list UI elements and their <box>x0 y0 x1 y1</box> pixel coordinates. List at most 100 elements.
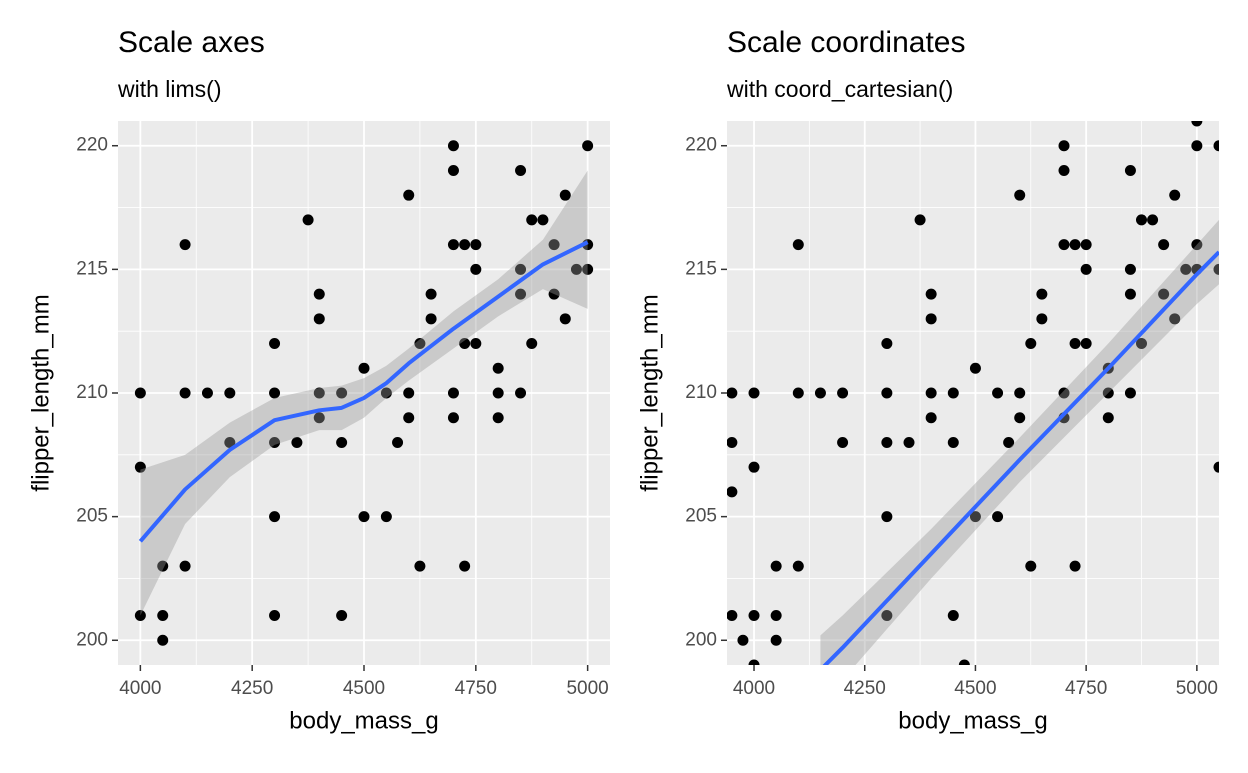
point <box>881 338 893 350</box>
point <box>1058 140 1070 152</box>
point <box>269 610 281 622</box>
data-layer <box>134 140 594 646</box>
point <box>925 288 937 300</box>
chart-title: Scale axes <box>118 26 265 59</box>
point <box>380 511 392 523</box>
point <box>1014 189 1026 201</box>
y-axis-label: flipper_length_mm <box>27 294 54 491</box>
point <box>470 239 482 251</box>
point <box>201 387 213 399</box>
point <box>727 387 738 399</box>
x-axis-label: body_mass_g <box>289 707 438 734</box>
point <box>947 387 959 399</box>
point <box>881 436 893 448</box>
point <box>157 634 169 646</box>
y-tick-label: 210 <box>76 382 108 403</box>
point <box>403 189 415 201</box>
point <box>269 387 281 399</box>
point <box>526 214 538 226</box>
point <box>1003 436 1015 448</box>
y-tick-label: 220 <box>685 135 717 156</box>
point <box>1158 239 1170 251</box>
point <box>291 436 303 448</box>
point <box>470 263 482 275</box>
point <box>269 338 281 350</box>
point <box>1124 288 1136 300</box>
x-tick-label: 5000 <box>566 678 608 699</box>
point <box>447 239 459 251</box>
point <box>1036 288 1048 300</box>
x-tick-label: 4750 <box>455 678 497 699</box>
chart-title: Scale coordinates <box>727 26 965 59</box>
y-tick-label: 205 <box>76 506 108 527</box>
y-tick-label: 210 <box>685 382 717 403</box>
point <box>1102 387 1114 399</box>
x-tick-label: 5000 <box>1176 678 1218 699</box>
point <box>1169 189 1181 201</box>
x-tick-label: 4500 <box>954 678 996 699</box>
point <box>403 387 415 399</box>
point <box>1124 263 1136 275</box>
point <box>1058 164 1070 176</box>
point <box>224 387 236 399</box>
point <box>1158 288 1170 300</box>
point <box>179 560 191 572</box>
point <box>992 511 1004 523</box>
point <box>1191 140 1203 152</box>
point <box>737 634 749 646</box>
point <box>1014 387 1026 399</box>
point <box>727 486 738 498</box>
point <box>1058 239 1070 251</box>
point <box>392 436 404 448</box>
x-tick-label: 4500 <box>343 678 385 699</box>
x-tick-label: 4250 <box>231 678 273 699</box>
point <box>582 263 594 275</box>
panel: Scale axes with lims() 4000 4250 4500 4750 500… <box>27 26 610 734</box>
y-axis-label: flipper_length_mm <box>636 294 663 491</box>
point <box>414 338 426 350</box>
point <box>358 362 370 374</box>
point <box>1069 560 1081 572</box>
point <box>134 461 146 473</box>
chart-subtitle: with coord_cartesian() <box>726 76 953 102</box>
point <box>179 239 191 251</box>
point <box>770 610 782 622</box>
confidence-band <box>140 170 588 616</box>
point <box>792 387 804 399</box>
point <box>134 387 146 399</box>
point <box>1025 338 1037 350</box>
point <box>1124 387 1136 399</box>
point <box>792 560 804 572</box>
point <box>1069 239 1081 251</box>
point <box>537 214 549 226</box>
point <box>727 436 738 448</box>
point <box>925 313 937 325</box>
point <box>403 412 415 424</box>
point <box>515 164 527 176</box>
point <box>748 659 760 665</box>
x-tick-label: 4000 <box>119 678 161 699</box>
point <box>313 387 325 399</box>
point <box>526 338 538 350</box>
point <box>1136 338 1148 350</box>
point <box>770 634 782 646</box>
x-tick-label: 4250 <box>844 678 886 699</box>
point <box>748 387 760 399</box>
smooth-line <box>138 240 589 543</box>
point <box>269 511 281 523</box>
point <box>559 313 571 325</box>
point <box>925 387 937 399</box>
point <box>881 610 893 622</box>
point <box>1025 560 1037 572</box>
point <box>358 511 370 523</box>
point <box>269 436 281 448</box>
point <box>447 164 459 176</box>
y-tick-label: 205 <box>685 506 717 527</box>
point <box>157 610 169 622</box>
point <box>302 214 314 226</box>
point <box>1080 338 1092 350</box>
point <box>447 140 459 152</box>
point <box>414 560 426 572</box>
point <box>969 362 981 374</box>
